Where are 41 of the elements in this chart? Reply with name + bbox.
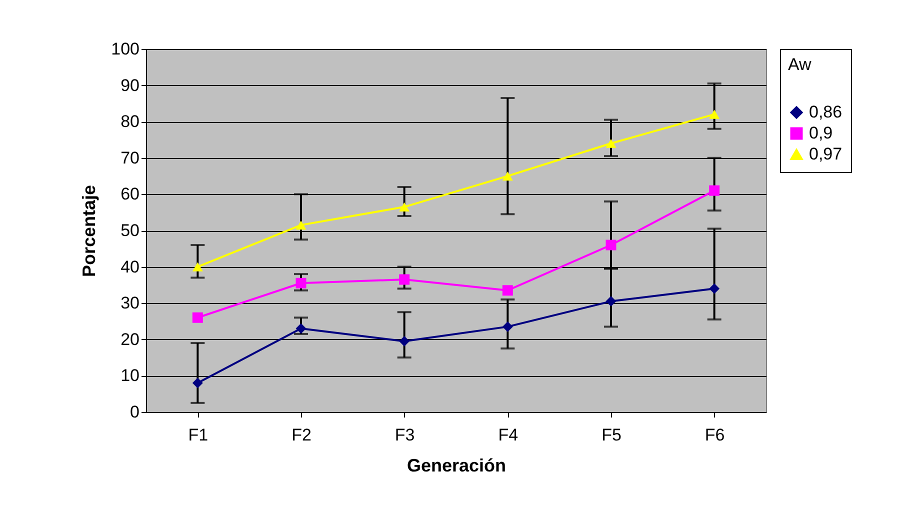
- x-axis-title: Generación: [406, 456, 506, 476]
- point: [399, 336, 410, 346]
- x-tick-label: F2: [292, 426, 312, 444]
- point: [399, 202, 410, 212]
- y-tick-label: 50: [120, 221, 140, 240]
- y-tick-label: 40: [120, 257, 140, 276]
- y-tick-label: 10: [120, 366, 140, 386]
- point: [606, 296, 616, 307]
- x-tick-label: F6: [704, 426, 725, 444]
- y-tick-label: 90: [120, 76, 140, 95]
- legend-title: Aw: [788, 55, 812, 74]
- point: [502, 172, 513, 181]
- y-tick-label: 30: [120, 294, 140, 313]
- x-tick-label: F5: [602, 426, 622, 444]
- point: [709, 185, 720, 196]
- point: [606, 138, 616, 148]
- legend-label: 0,9: [809, 124, 833, 142]
- point: [296, 323, 306, 334]
- x-tick-label: F3: [394, 426, 415, 444]
- point: [192, 262, 203, 272]
- y-tick-label: 0: [130, 402, 140, 422]
- y-tick-label: 60: [120, 184, 140, 204]
- point: [192, 378, 203, 388]
- point: [502, 321, 513, 332]
- y-tick-label: 100: [111, 40, 140, 58]
- point: [296, 220, 306, 230]
- point: [502, 285, 513, 296]
- legend-label: 0,97: [809, 144, 842, 164]
- point: [192, 312, 203, 323]
- point: [296, 278, 306, 288]
- point: [709, 283, 720, 294]
- y-tick-label: 80: [120, 112, 140, 132]
- point: [709, 110, 720, 119]
- point: [399, 274, 410, 285]
- y-axis-title: Porcentaje: [79, 184, 100, 278]
- legend-label: 0,86: [809, 102, 842, 122]
- x-tick-label: F1: [188, 426, 208, 444]
- x-tick-label: F4: [498, 426, 518, 444]
- point: [606, 240, 616, 250]
- y-tick-label: 70: [120, 148, 140, 168]
- y-tick-label: 20: [120, 330, 140, 349]
